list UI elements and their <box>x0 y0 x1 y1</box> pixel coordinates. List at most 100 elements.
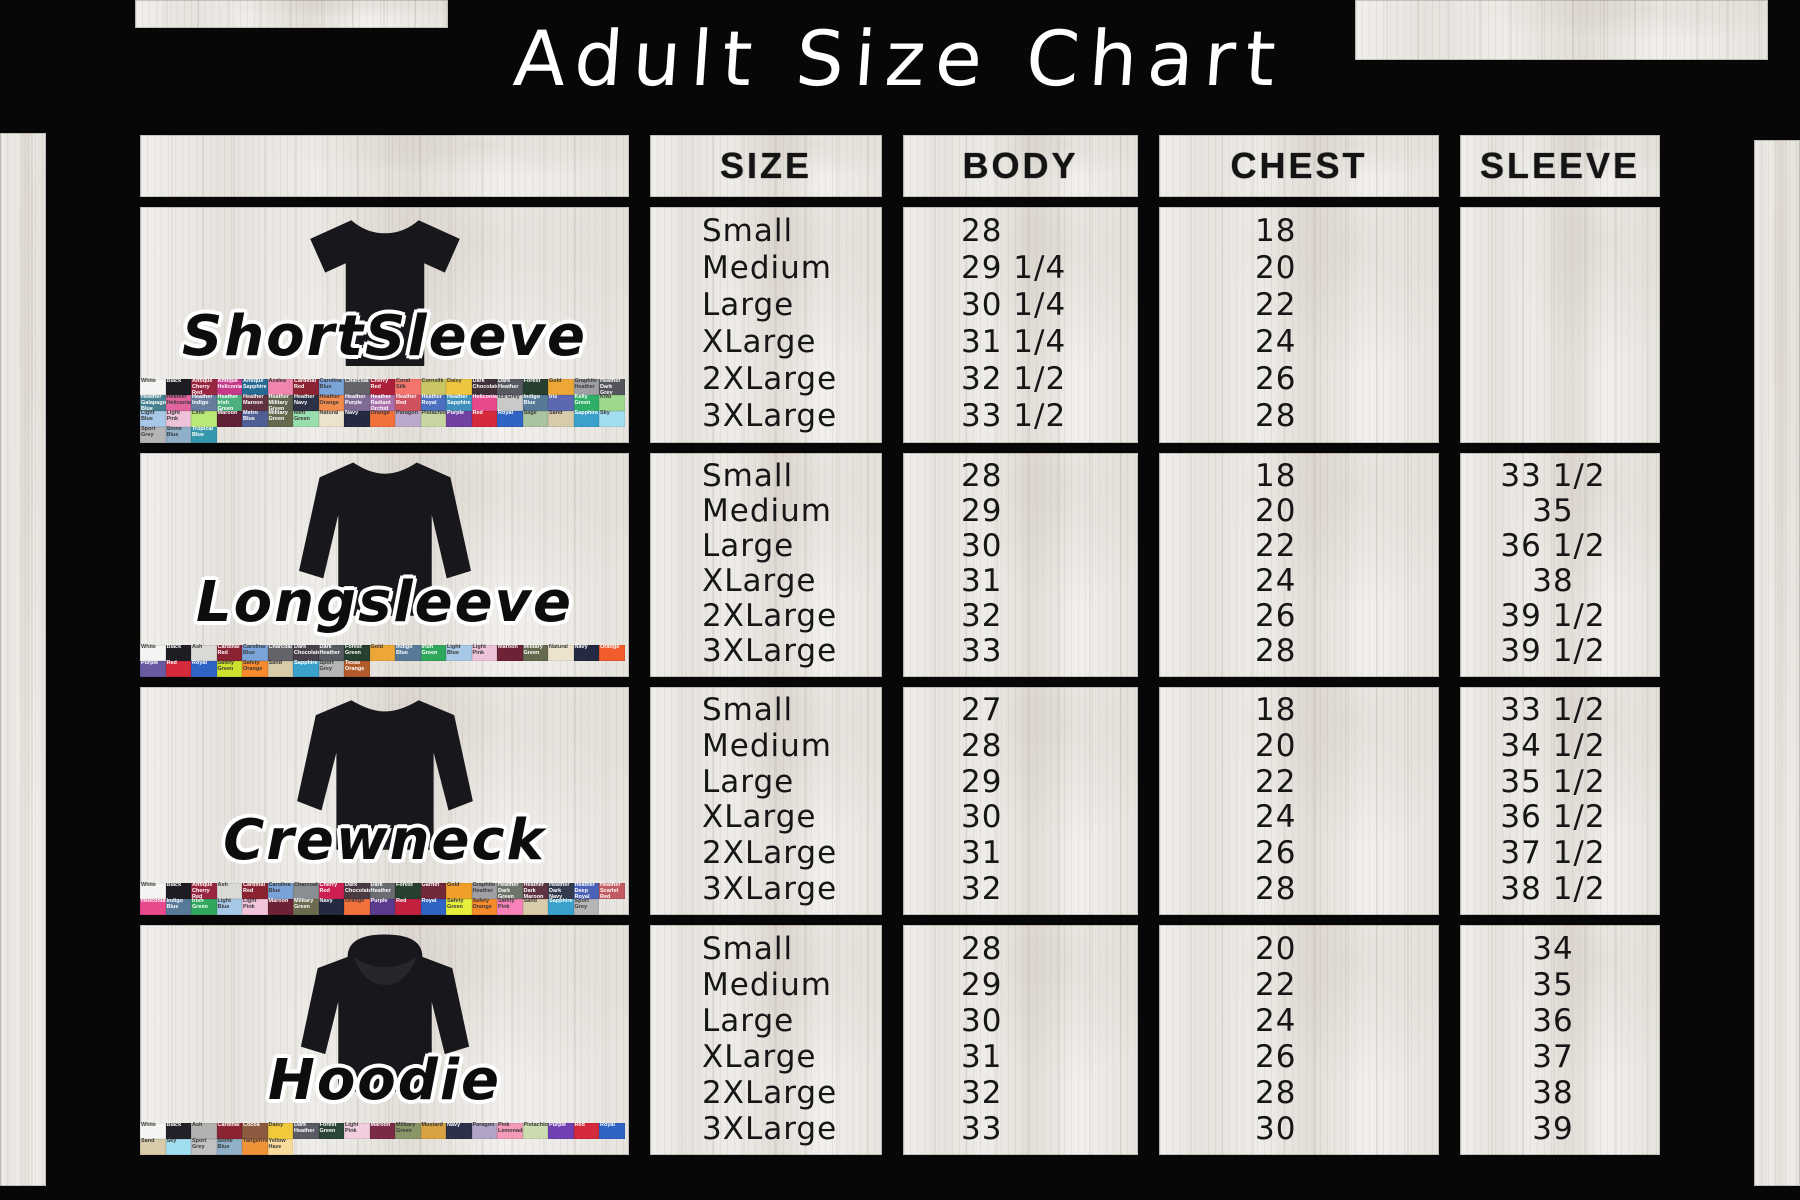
color-swatch-label: Cocoa <box>243 1122 260 1128</box>
chest-value: 22 <box>1255 287 1297 323</box>
chest-value: 20 <box>1255 930 1297 967</box>
shortsleeve-size-column: Small Medium Large XLarge 2XLarge 3XLarge <box>650 207 882 443</box>
body-value: 30 1/4 <box>961 287 1067 323</box>
color-swatch: Irish Green <box>191 898 217 915</box>
color-swatch-label: Forest <box>523 378 541 384</box>
color-swatch-label: Coral Silk <box>396 378 411 390</box>
color-swatch: Royal <box>599 1122 625 1139</box>
color-swatch: Black <box>165 1122 191 1139</box>
shortsleeve-chest-column: 18 20 22 24 26 28 <box>1159 207 1439 443</box>
size-label: XLarge <box>702 563 817 599</box>
color-swatch-label: Pink Lemonade <box>498 1122 526 1134</box>
size-chart-table: SIZE BODY CHEST SLEEVE ShortSleeve White B… <box>140 135 1660 1155</box>
color-swatch-label: Pistachio <box>421 410 446 416</box>
body-value: 31 1/4 <box>961 324 1067 360</box>
color-swatch-label: Safety Pink <box>498 898 515 910</box>
color-swatch: Sapphire <box>548 898 574 915</box>
color-swatch: Dark Chocolate <box>293 644 321 661</box>
sleeve-value: 39 1/2 <box>1500 598 1606 634</box>
color-swatch: Forest Green <box>318 1122 344 1139</box>
sleeve-value: 39 <box>1532 1110 1574 1147</box>
color-swatch-grid-crewneck: White Black Antique Cherry Red Ash Cardinal … <box>140 882 629 915</box>
color-swatch: Carolina Blue <box>242 644 268 661</box>
color-swatch: Kiwi <box>599 394 625 411</box>
body-value: 28 <box>961 930 1003 967</box>
color-swatch-label: Carolina Blue <box>268 882 291 894</box>
color-swatch-label: Natural <box>549 644 568 650</box>
color-swatch: Carolina Blue <box>267 882 293 899</box>
color-swatch-label: Heather Military Green <box>268 394 289 412</box>
color-swatch-label: Black <box>166 644 182 650</box>
page-title: Adult Size Chart <box>511 13 1289 103</box>
color-swatch-label: Cherry Red <box>370 378 389 390</box>
color-swatch-label: Red <box>166 660 177 666</box>
color-swatch: Forest <box>395 882 421 899</box>
size-label: 2XLarge <box>702 361 838 397</box>
color-swatch-label: White <box>141 644 156 650</box>
color-swatch: Orange <box>369 410 395 427</box>
sleeve-value: 33 1/2 <box>1500 458 1606 494</box>
size-label: Small <box>702 458 794 494</box>
color-swatch: Military Green <box>395 1122 421 1139</box>
color-swatch: White <box>140 1122 166 1139</box>
color-swatch: Dark Heather <box>318 644 344 661</box>
color-swatch-label: Forest <box>396 882 413 888</box>
color-swatch: Indigo Blue <box>395 644 421 661</box>
color-swatch-label: Stone Blue <box>217 1138 233 1150</box>
color-swatch-label: Royal <box>421 898 437 904</box>
color-swatch-grid-hoodie: White Black Ash Cardinal Cocoa Daisy Dark Heat… <box>140 1122 629 1155</box>
color-swatch-label: Cardinal Red <box>243 882 266 894</box>
wood-frame-top-right <box>1355 0 1768 60</box>
wood-frame-top-left <box>135 0 448 28</box>
chest-value: 24 <box>1255 799 1297 836</box>
color-swatch-label: Heather Purple <box>345 394 366 406</box>
color-swatch: Light Pink <box>471 644 497 661</box>
color-swatch: Paragon <box>471 1122 497 1139</box>
color-swatch: Natural <box>318 410 344 427</box>
color-swatch: White <box>140 882 166 899</box>
sleeve-value: 35 <box>1532 493 1574 529</box>
color-swatch-label: Dark Heather <box>370 882 391 894</box>
color-swatch: Indigo Blue <box>165 898 191 915</box>
body-value: 29 <box>961 966 1003 1003</box>
color-swatch-label: Heather Irish Green <box>217 394 238 412</box>
color-swatch: Light Blue <box>140 410 166 427</box>
color-swatch: Heather Orange <box>318 394 344 411</box>
body-value: 30 <box>961 528 1003 564</box>
color-swatch-label: Heather Radiant Orchid <box>370 394 391 412</box>
sleeve-value: 35 <box>1532 966 1574 1003</box>
color-swatch: Metro Blue <box>242 410 268 427</box>
hoodie-sleeve-column: 34 35 36 37 38 39 <box>1460 925 1660 1155</box>
body-value: 33 <box>961 633 1003 669</box>
product-name-shortsleeve: ShortSleeve <box>181 304 588 369</box>
sleeve-value: 38 <box>1532 1074 1574 1111</box>
color-swatch-label: Cardinal <box>217 1122 240 1128</box>
chest-value: 22 <box>1255 966 1297 1003</box>
sleeve-value: 39 1/2 <box>1500 633 1606 669</box>
color-swatch-label: Heather Scarlet Red <box>600 882 621 900</box>
color-swatch-label: Sport Grey <box>574 898 589 910</box>
size-label: Large <box>702 763 795 800</box>
color-swatch-label: Red <box>472 410 483 416</box>
color-swatch: Heather Sapphire <box>446 394 472 411</box>
color-swatch: Ash <box>191 644 217 661</box>
color-swatch-label: Heliconia <box>472 394 497 400</box>
color-swatch: Maroon <box>497 644 523 661</box>
color-swatch-label: Maroon <box>268 898 289 904</box>
color-swatch: Safety Green <box>216 660 242 677</box>
color-swatch-label: Royal <box>498 410 513 416</box>
color-swatch-label: Orange <box>600 644 620 650</box>
color-swatch: Dark Chocolate <box>344 882 372 899</box>
color-swatch-grid-longsleeve: White Black Ash Cardinal Red Carolina Blue Ch… <box>140 644 629 677</box>
color-swatch-label: Graphite Heather <box>472 882 496 894</box>
color-swatch-label: Sport Grey <box>319 660 334 672</box>
color-swatch: Heather Red <box>395 394 421 411</box>
color-swatch: Heather Navy <box>293 394 319 411</box>
color-swatch: Sport Grey <box>573 898 599 915</box>
color-swatch: Military Green <box>522 644 548 661</box>
body-value: 30 <box>961 799 1003 836</box>
color-swatch-label: Heather Dark Maroon <box>523 882 544 900</box>
color-swatch: Yellow Haze <box>267 1138 293 1155</box>
color-swatch: Black <box>165 882 191 899</box>
color-swatch: Heather Irish Green <box>216 394 242 412</box>
